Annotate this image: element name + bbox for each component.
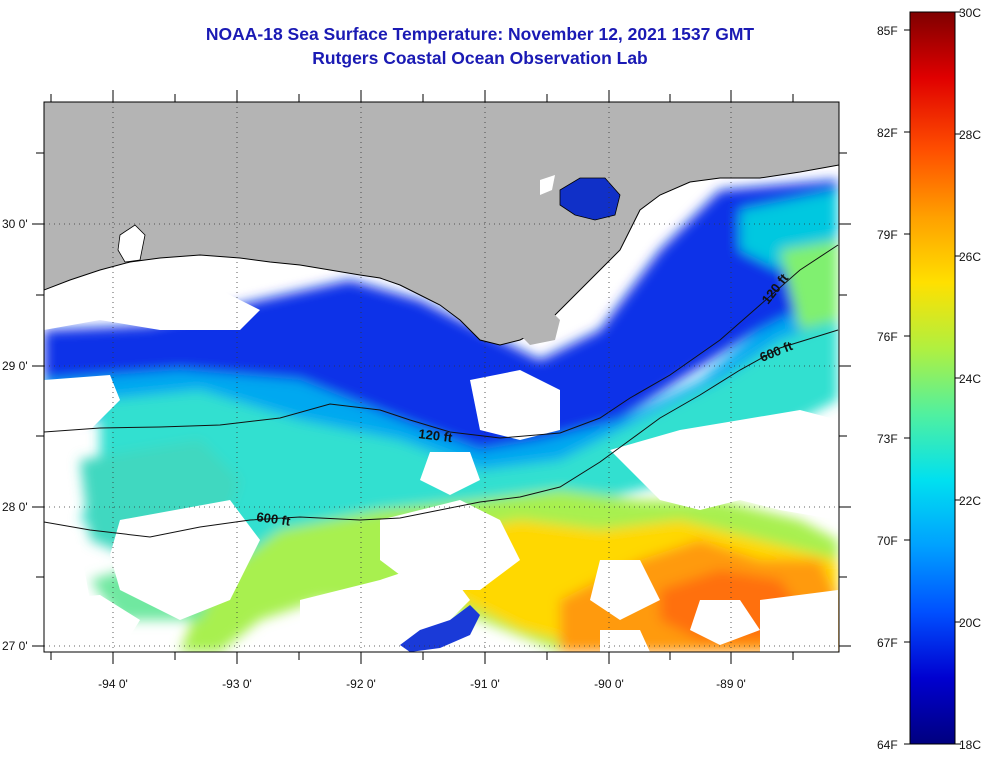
longitude-label: -94 0'	[98, 677, 128, 691]
land-mass	[44, 102, 839, 346]
colorbar-ticks	[904, 11, 961, 745]
colorbar-label-f: 85F	[877, 24, 898, 38]
longitude-label: -89 0'	[716, 677, 746, 691]
colorbar-label-c: 18C	[959, 738, 982, 752]
colorbar	[909, 11, 956, 745]
cold-patch	[400, 605, 480, 652]
colorbar-label-f: 70F	[877, 534, 898, 548]
map-plot-area	[44, 102, 839, 652]
colorbar-label-f: 73F	[877, 432, 898, 446]
latitude-label: 29 0'	[2, 359, 28, 373]
graticule	[44, 102, 839, 652]
contour-label-600ft-west: 600 ft	[256, 509, 292, 529]
isobath-contours	[44, 244, 839, 538]
latitude-label: 27 0'	[2, 639, 28, 653]
latitude-label: 28 0'	[2, 500, 28, 514]
contour-120ft	[44, 244, 839, 439]
colorbar-label-f: 67F	[877, 636, 898, 650]
longitude-label: -92 0'	[346, 677, 376, 691]
longitude-label: -90 0'	[594, 677, 624, 691]
contour-600ft	[44, 329, 839, 538]
colorbar-label-c: 30C	[959, 6, 982, 20]
colorbar-label-c: 24C	[959, 372, 982, 386]
colorbar-label-c: 26C	[959, 250, 982, 264]
longitude-label: -91 0'	[470, 677, 500, 691]
latitude-label: 30 0'	[2, 217, 28, 231]
colorbar-label-f: 79F	[877, 228, 898, 242]
axis-ticks	[32, 90, 851, 664]
map-frame	[43, 101, 840, 653]
colorbar-label-f: 76F	[877, 330, 898, 344]
contour-label-120ft-west: 120 ft	[418, 426, 454, 445]
map-subtitle: Rutgers Coastal Ocean Observation Lab	[312, 48, 648, 68]
colorbar-label-c: 22C	[959, 494, 982, 508]
colorbar-label-c: 20C	[959, 616, 982, 630]
colorbar-label-c: 28C	[959, 128, 982, 142]
map-title: NOAA-18 Sea Surface Temperature: Novembe…	[205, 24, 755, 44]
colorbar-label-f: 64F	[877, 738, 898, 752]
colorbar-label-f: 82F	[877, 126, 898, 140]
longitude-label: -93 0'	[222, 677, 252, 691]
